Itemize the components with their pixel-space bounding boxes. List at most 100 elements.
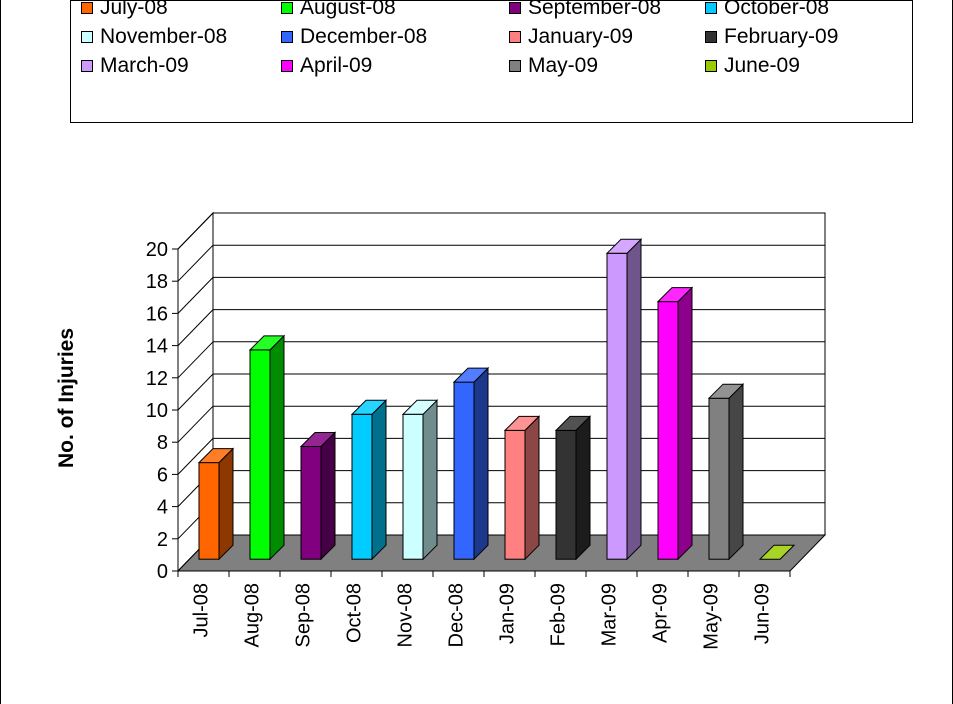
legend-swatch bbox=[81, 60, 93, 72]
bar-top bbox=[452, 367, 490, 383]
legend-item: April-09 bbox=[281, 53, 372, 79]
legend-swatch bbox=[81, 2, 93, 14]
legend-label: December-08 bbox=[300, 25, 428, 48]
x-tick-label: Sep-08 bbox=[293, 583, 315, 648]
x-tick-label: Jul-08 bbox=[191, 583, 213, 637]
bar-front bbox=[351, 413, 373, 560]
legend-label: June-09 bbox=[724, 54, 800, 77]
gridline-side bbox=[177, 212, 214, 250]
gridline-side bbox=[177, 405, 214, 443]
bar-side bbox=[524, 415, 540, 561]
legend-swatch bbox=[281, 60, 293, 72]
legend-label: August-08 bbox=[300, 0, 396, 19]
legend-swatch bbox=[705, 2, 717, 14]
bar-side bbox=[677, 286, 693, 561]
gridline-side bbox=[177, 244, 214, 282]
legend-swatch bbox=[509, 60, 521, 72]
legend-label: April-09 bbox=[300, 54, 373, 77]
legend-label: March-09 bbox=[100, 54, 189, 77]
legend-swatch bbox=[81, 31, 93, 43]
bar-top bbox=[503, 415, 541, 431]
x-tick-label: Oct-08 bbox=[344, 583, 366, 643]
bar-front bbox=[453, 381, 475, 560]
legend-label: July-08 bbox=[100, 0, 168, 19]
bar-side bbox=[371, 399, 387, 561]
legend-item: June-09 bbox=[705, 53, 800, 79]
chart-legend: July-08 August-08 September-08 October-08 No… bbox=[70, 0, 913, 123]
legend-swatch bbox=[281, 31, 293, 43]
x-tick-label: Jan-09 bbox=[497, 583, 519, 644]
y-axis-title: No. of Injuries bbox=[55, 328, 78, 468]
gridline-side bbox=[177, 277, 214, 314]
y-tick-label: 8 bbox=[157, 432, 168, 454]
bar-side bbox=[626, 238, 642, 561]
bar-top bbox=[707, 383, 745, 399]
bar-front bbox=[708, 397, 730, 560]
bar-side bbox=[320, 431, 336, 561]
x-tick-label: May-09 bbox=[701, 583, 723, 650]
bar-front bbox=[606, 252, 628, 560]
bar-top bbox=[197, 448, 235, 464]
x-tick-label: Dec-08 bbox=[446, 583, 468, 647]
legend-item: February-09 bbox=[705, 24, 838, 50]
legend-item: September-08 bbox=[509, 0, 661, 21]
legend-label: September-08 bbox=[528, 0, 662, 19]
legend-label: November-08 bbox=[100, 25, 228, 48]
gridline-side bbox=[177, 309, 214, 346]
x-tick-label: Aug-08 bbox=[242, 583, 264, 648]
legend-swatch bbox=[705, 60, 717, 72]
x-tick-label: Mar-09 bbox=[599, 583, 621, 646]
bar-front bbox=[402, 413, 424, 560]
bar-front bbox=[198, 462, 220, 560]
bar-top bbox=[401, 399, 439, 415]
y-tick-label: 6 bbox=[157, 464, 168, 486]
x-tick-label: Apr-09 bbox=[650, 583, 672, 643]
legend-swatch bbox=[281, 2, 293, 14]
legend-label: May-09 bbox=[528, 54, 599, 77]
gridline-side bbox=[177, 341, 214, 379]
legend-item: November-08 bbox=[81, 24, 227, 50]
bar-top bbox=[299, 432, 337, 447]
bar-front bbox=[555, 429, 577, 560]
y-tick-label: 14 bbox=[146, 336, 168, 358]
legend-item: January-09 bbox=[509, 24, 633, 50]
bar-front bbox=[300, 446, 322, 560]
legend-swatch bbox=[509, 31, 521, 43]
bar-front bbox=[504, 429, 526, 560]
bar-side bbox=[422, 399, 438, 561]
legend-label: October-08 bbox=[724, 0, 830, 19]
y-tick-label: 0 bbox=[157, 561, 168, 583]
y-tick-label: 12 bbox=[146, 368, 168, 390]
bar-top bbox=[554, 415, 592, 431]
legend-label: February-09 bbox=[724, 25, 839, 48]
bar-front bbox=[249, 349, 271, 560]
y-tick-label: 4 bbox=[157, 497, 168, 519]
x-tick-label: Nov-08 bbox=[395, 583, 417, 647]
legend-swatch bbox=[705, 31, 717, 43]
y-tick-label: 10 bbox=[146, 400, 168, 422]
legend-item: October-08 bbox=[705, 0, 829, 21]
y-tick-label: 16 bbox=[146, 303, 168, 325]
legend-item: May-09 bbox=[509, 53, 598, 79]
bar-side bbox=[473, 366, 489, 561]
bar-top bbox=[656, 287, 694, 303]
bar-side bbox=[728, 382, 744, 561]
bar-side bbox=[575, 415, 591, 561]
x-tick-label: Jun-09 bbox=[752, 583, 774, 644]
y-tick-label: 18 bbox=[146, 271, 168, 293]
legend-item: December-08 bbox=[281, 24, 427, 50]
bar-side bbox=[269, 334, 285, 561]
legend-label: January-09 bbox=[528, 25, 634, 48]
bar-top bbox=[350, 399, 388, 415]
bar-top bbox=[605, 238, 643, 254]
gridline-side bbox=[177, 438, 214, 475]
bar-top bbox=[758, 544, 796, 560]
y-tick-label: 2 bbox=[157, 529, 168, 551]
legend-item: July-08 bbox=[81, 0, 168, 21]
bar-side bbox=[218, 447, 234, 561]
gridline-side bbox=[177, 373, 214, 411]
legend-swatch bbox=[509, 2, 521, 14]
bar-top bbox=[248, 335, 286, 351]
y-tick-label: 20 bbox=[146, 239, 168, 261]
